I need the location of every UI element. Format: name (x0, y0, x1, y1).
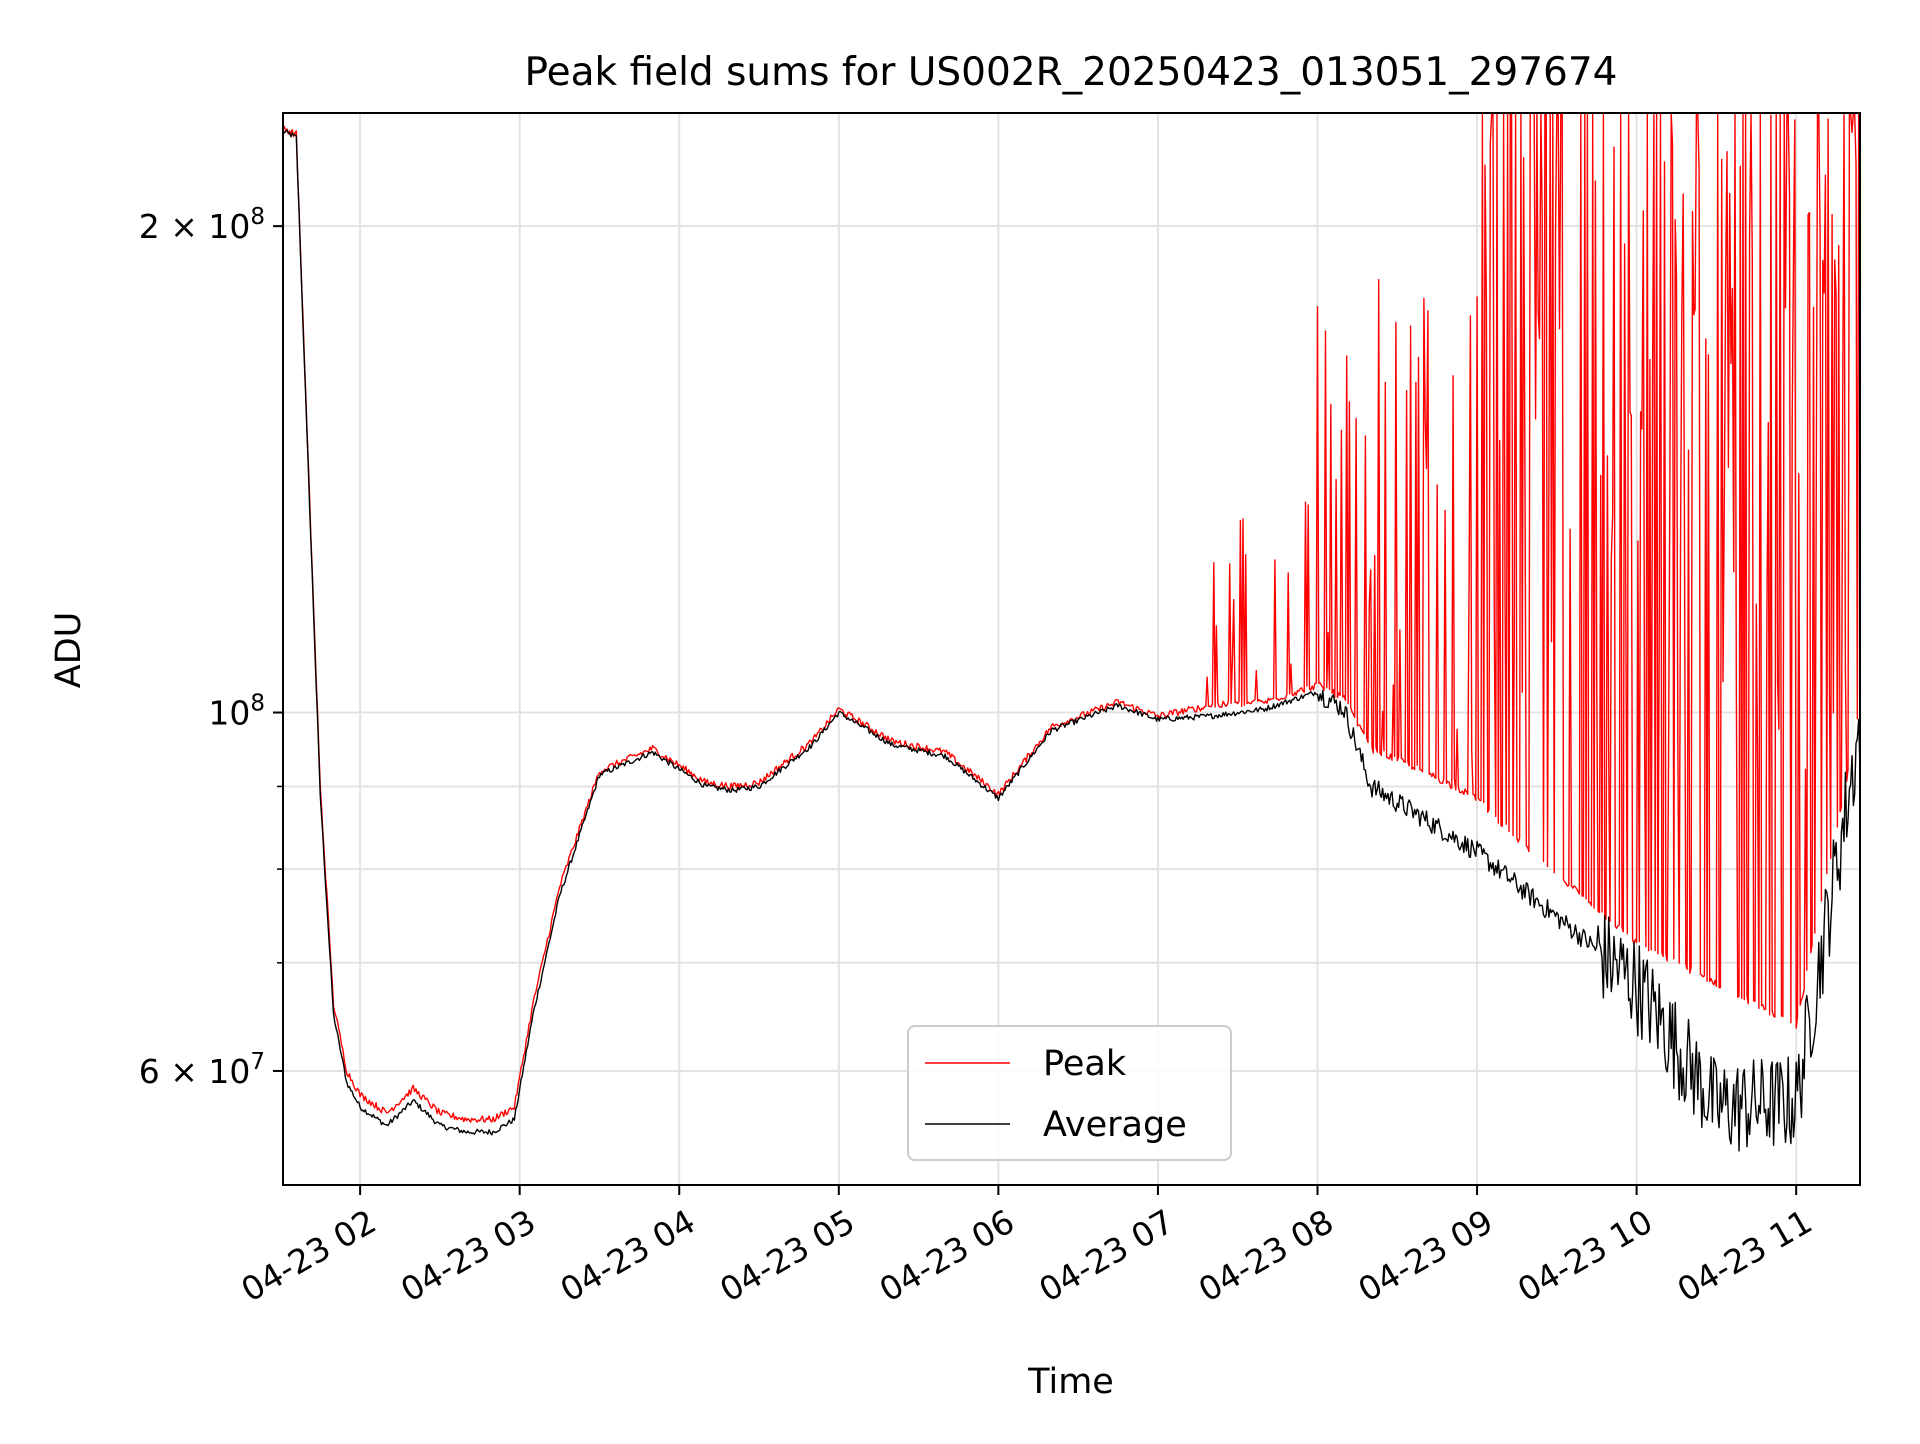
plot-frame (282, 112, 1861, 1186)
y-tick-label: 108 (208, 691, 265, 733)
chart-title: Peak field sums for US002R_20250423_0130… (525, 50, 1618, 95)
legend-average-label: Average (1043, 1105, 1187, 1145)
legend: Peak Average (907, 1025, 1232, 1161)
series-layer (282, 112, 1861, 1152)
y-axis-label: ADU (49, 612, 89, 689)
y-tick-label: 6 × 107 (139, 1049, 265, 1091)
legend-peak-label: Peak (1043, 1044, 1127, 1084)
y-tick-label: 2 × 108 (139, 204, 265, 246)
x-axis-label: Time (1027, 1362, 1114, 1402)
legend-box (907, 1025, 1232, 1161)
series-peak-line (282, 112, 1860, 1123)
series-average-line (282, 129, 1861, 1152)
